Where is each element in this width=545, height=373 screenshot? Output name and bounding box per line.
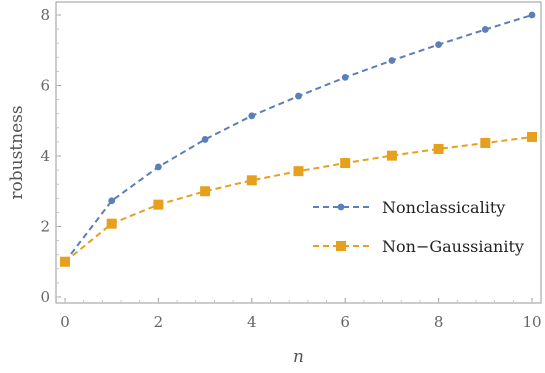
data-point <box>435 41 442 49</box>
y-axis-ticks: 0 2 4 6 8 <box>40 6 61 306</box>
legend: Nonclassicality Non−Gaussianity <box>313 198 524 256</box>
y-tick-label: 4 <box>40 147 50 165</box>
y-tick-label: 0 <box>40 288 50 306</box>
series-1 <box>61 11 536 266</box>
series-line <box>64 14 533 263</box>
data-point <box>528 11 536 19</box>
x-tick-label: 0 <box>60 313 70 331</box>
data-point <box>106 218 117 229</box>
data-point <box>527 131 537 142</box>
data-point <box>480 137 491 148</box>
legend-marker <box>337 203 345 211</box>
plot-frame <box>55 1 542 304</box>
x-axis-title: n <box>293 347 304 367</box>
series-layer <box>60 11 537 267</box>
data-point <box>246 175 257 186</box>
data-point <box>108 197 116 205</box>
plot-border <box>55 1 542 304</box>
legend-item-1: Nonclassicality <box>313 198 505 217</box>
data-point <box>248 112 256 120</box>
legend-marker <box>336 241 346 251</box>
data-point <box>200 186 211 197</box>
legend-item-2: Non−Gaussianity <box>313 237 524 256</box>
y-axis-title: robustness <box>7 105 27 199</box>
data-point <box>481 26 489 33</box>
data-point <box>433 143 444 154</box>
data-point <box>295 92 302 100</box>
legend-label: Nonclassicality <box>382 198 505 217</box>
data-point <box>155 163 162 171</box>
x-tick-label: 10 <box>522 313 541 331</box>
data-point <box>201 136 209 143</box>
series-2 <box>60 131 537 267</box>
x-tick-label: 2 <box>154 313 164 331</box>
y-tick-label: 2 <box>40 218 50 236</box>
x-axis-ticks: 0 2 4 6 8 10 <box>60 298 542 331</box>
data-point <box>388 57 396 64</box>
data-point <box>153 199 164 210</box>
x-tick-label: 6 <box>340 313 350 331</box>
data-point <box>386 150 397 161</box>
y-tick-label: 8 <box>40 6 50 24</box>
data-point <box>60 256 70 267</box>
x-tick-label: 4 <box>247 313 257 331</box>
legend-label: Non−Gaussianity <box>382 237 524 256</box>
data-point <box>341 73 349 81</box>
data-point <box>340 158 351 169</box>
y-tick-label: 6 <box>40 77 50 95</box>
data-point <box>293 166 304 177</box>
x-tick-label: 8 <box>434 313 444 331</box>
